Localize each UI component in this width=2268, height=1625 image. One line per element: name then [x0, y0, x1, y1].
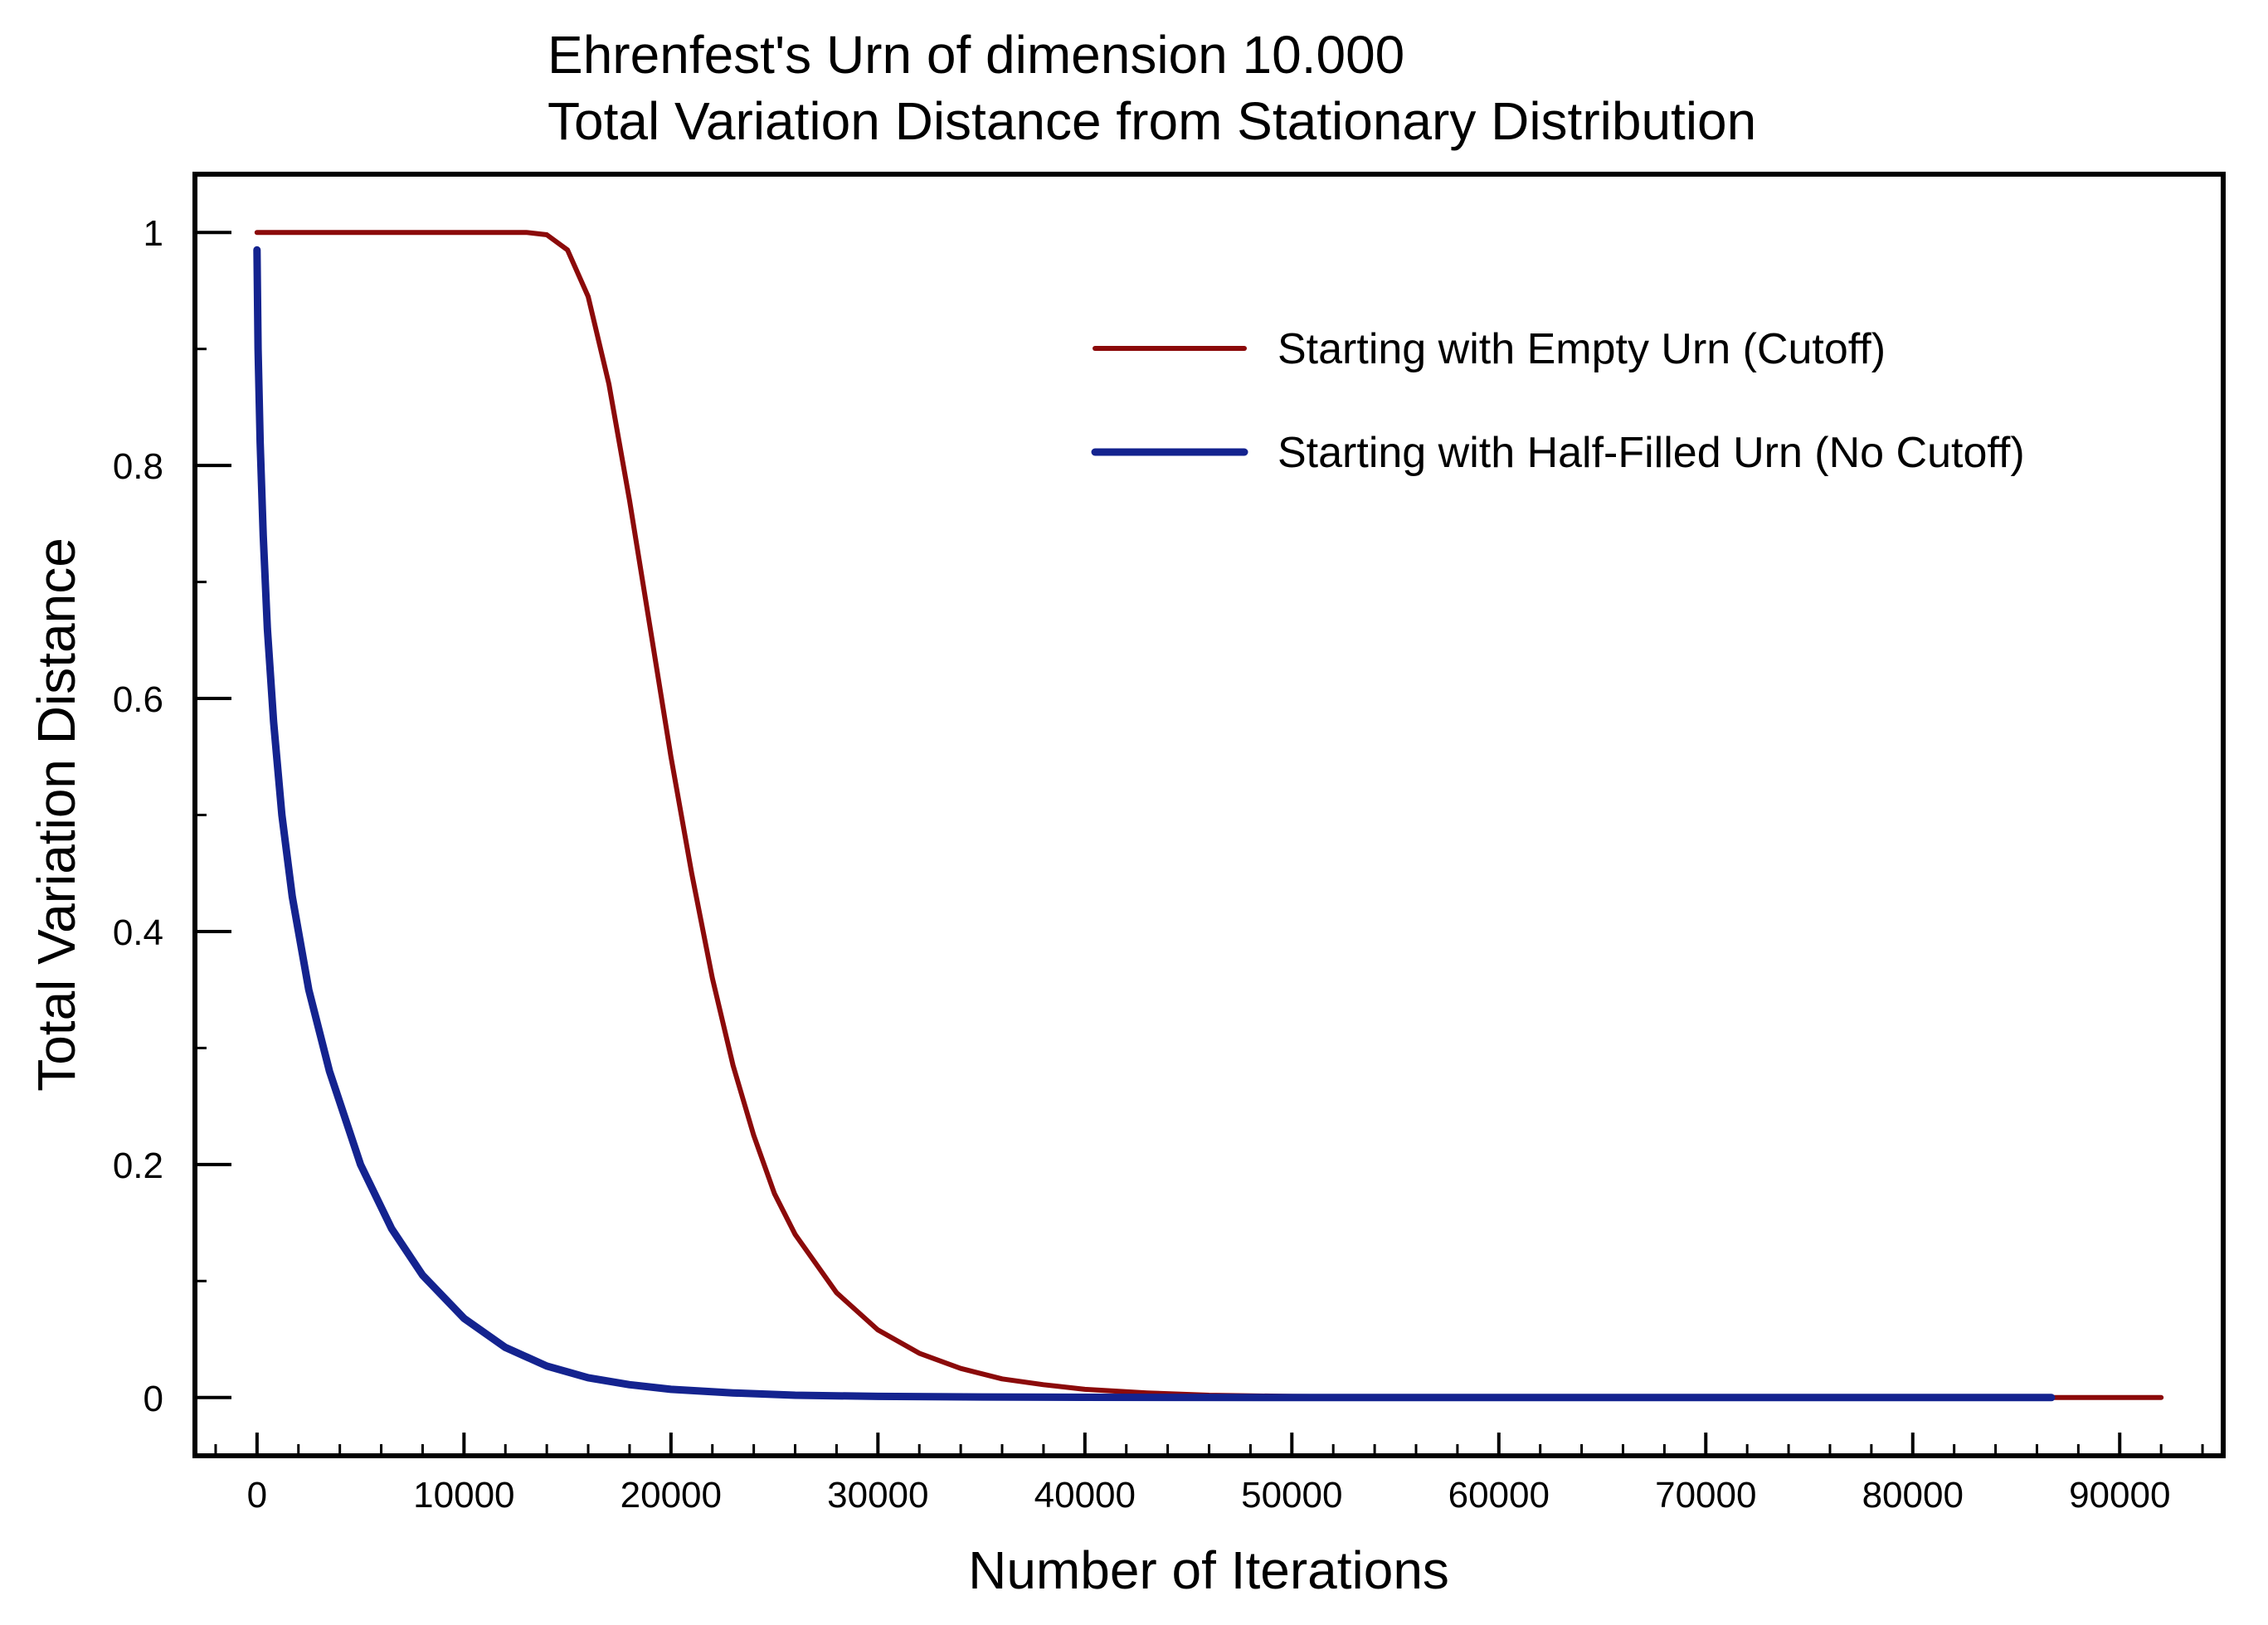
x-tick-label: 50000 — [1241, 1475, 1342, 1516]
y-tick-label: 0.2 — [113, 1146, 163, 1186]
y-tick-label: 1 — [144, 213, 163, 254]
x-tick-label: 40000 — [1034, 1475, 1136, 1516]
chart-title-line-1: Ehrenfest's Urn of dimension 10.000 — [548, 25, 1404, 85]
y-tick-label: 0.4 — [113, 912, 163, 953]
y-tick-labels: 0 0.2 0.4 0.6 0.8 1 — [113, 213, 163, 1419]
legend: Starting with Empty Urn (Cutoff) Starting… — [1091, 325, 2025, 477]
y-tick-label: 0.6 — [113, 679, 163, 720]
series-line-1 — [254, 230, 2164, 1400]
x-tick-label: 30000 — [827, 1475, 928, 1516]
x-tick-label: 60000 — [1448, 1475, 1550, 1516]
chart-title: Ehrenfest's Urn of dimension 10.000 Tota… — [548, 25, 1756, 151]
plot-frame — [192, 172, 2226, 1458]
x-tick-label: 70000 — [1655, 1475, 1756, 1516]
axis-ticks — [195, 231, 2204, 1456]
x-axis-label: Number of Iterations — [968, 1540, 1449, 1600]
data-series — [253, 230, 2164, 1402]
x-tick-label: 80000 — [1862, 1475, 1964, 1516]
y-tick-label: 0.8 — [113, 446, 163, 487]
legend-label-1: Starting with Empty Urn (Cutoff) — [1278, 325, 1886, 373]
x-tick-label: 20000 — [621, 1475, 722, 1516]
x-tick-label: 10000 — [413, 1475, 514, 1516]
series-line-2 — [253, 246, 2056, 1402]
chart-title-line-2: Total Variation Distance from Stationary… — [548, 91, 1756, 151]
y-tick-label: 0 — [144, 1379, 163, 1419]
x-tick-label: 90000 — [2069, 1475, 2170, 1516]
x-tick-label: 0 — [247, 1475, 267, 1516]
legend-label-2: Starting with Half-Filled Urn (No Cutoff… — [1278, 429, 2025, 477]
y-axis-label: Total Variation Distance — [27, 538, 86, 1092]
x-tick-labels: 0 10000 20000 30000 40000 50000 60000 70000 8000… — [247, 1475, 2171, 1516]
